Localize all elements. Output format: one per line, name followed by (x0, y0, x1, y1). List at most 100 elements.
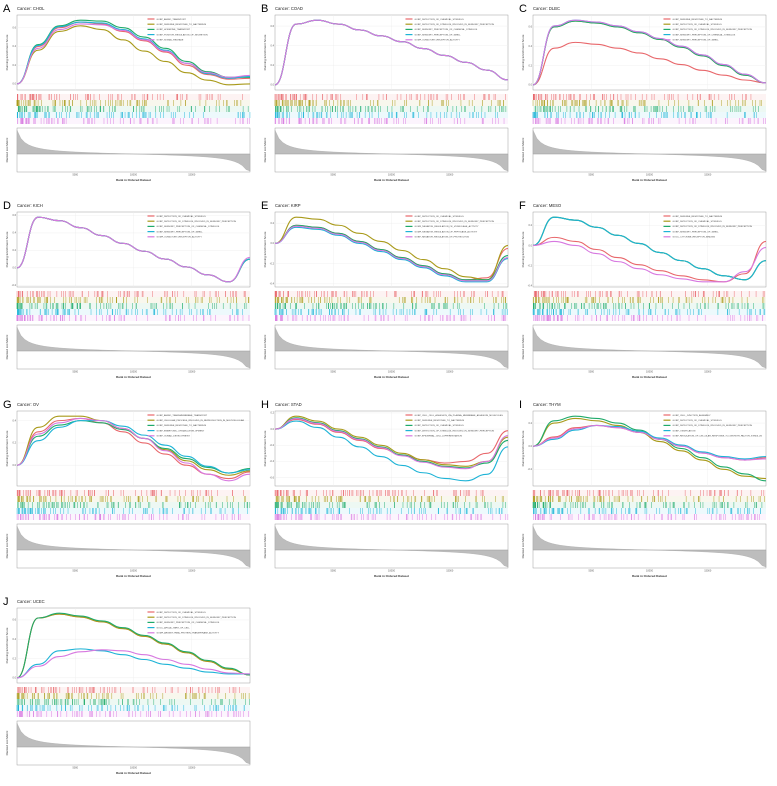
barcode-row-4 (532, 309, 766, 315)
es-curve-4 (274, 420, 509, 482)
metric-axis-title: Ranked List Metric (521, 334, 525, 359)
es-curve-2 (532, 417, 767, 480)
es-curve-2 (274, 216, 509, 281)
x-tick-label: 10000 (646, 174, 654, 177)
x-tick-label: 5000 (330, 174, 336, 177)
legend-entry: GOMF_NEGATIVE_REGULATION_OF_HYDROLASE_AC… (414, 225, 479, 228)
metric-frame (274, 324, 509, 370)
y-tick-label: 0.0 (13, 83, 17, 86)
legend-entry: GOBP_GONAD_DEVELOPMENT (156, 435, 190, 438)
es-curve-4 (16, 21, 251, 85)
x-tick-label: 15000 (188, 767, 196, 770)
x-axis-title: Rank in Ordered Dataset (116, 771, 151, 775)
es-curve-1 (532, 41, 767, 86)
x-tick-label: 15000 (188, 570, 196, 573)
es-curve-3 (16, 612, 251, 679)
legend-entry: GOBP_DETECTION_OF_STIMULUS_INVOLVED_IN_S… (672, 29, 752, 31)
legend-entry: GOBP_DEFENSE_RESPONSE_TO_BACTERIUM (156, 23, 206, 26)
barcode-row-3 (532, 502, 766, 508)
y-tick-label: 0.4 (13, 419, 17, 422)
legend-entry: GOBP_SENSORY_PERCEPTION_OF_CHEMICAL_STIM… (414, 28, 477, 31)
legend-entry: GOBP_DETECTION_OF_STIMULUS_INVOLVED_IN_S… (156, 617, 236, 619)
barcode-row-5 (275, 315, 508, 321)
gsea-plot: F Cancer: MESO 0.2 0.0 -0.2 -0.4 GOBP_DEFENSE_… (519, 200, 767, 379)
es-curve-5 (532, 424, 767, 461)
x-axis-title: Rank in Ordered Dataset (116, 375, 151, 379)
panel-f: F Cancer: MESO 0.2 0.0 -0.2 -0.4 GOBP_DEFENSE_… (516, 197, 771, 387)
x-axis-title: Rank in Ordered Dataset (116, 178, 151, 182)
es-curve-5 (274, 225, 509, 282)
panel-letter: I (519, 399, 522, 411)
x-tick-label: 15000 (704, 570, 712, 573)
es-curve-4 (532, 216, 767, 281)
y-axis-title: Running Enrichment Score (521, 231, 525, 267)
barcode-row-2 (274, 100, 508, 106)
legend-entry: GOMF_ARGINYLTRNA_PROTEIN_TRANSFERASE_ACT… (156, 632, 219, 635)
barcode-row-1 (274, 291, 508, 297)
y-axis-title: Running Enrichment Score (263, 34, 267, 70)
panel-letter: D (3, 200, 11, 212)
legend-entry: GOBP_DEFENSE_RESPONSE_TO_BACTERIUM (156, 424, 206, 427)
barcode-row-2 (16, 297, 250, 303)
legend-entry: GOBP_DETECTION_OF_CHEMICAL_STIMULUS (672, 23, 722, 26)
barcode-row-3 (533, 106, 766, 112)
y-tick-label: 0.4 (529, 45, 533, 48)
x-tick-label: 5000 (72, 570, 78, 573)
es-curve-5 (16, 417, 251, 482)
metric-axis-title: Ranked List Metric (521, 533, 525, 558)
barcode-row-1 (16, 291, 250, 297)
barcode-row-5 (274, 118, 508, 124)
barcode-row-2 (17, 496, 250, 502)
panel-letter: F (519, 200, 526, 212)
legend-entry: GOBP_SENSORY_PERCEPTION_OF_CHEMICAL_STIM… (672, 33, 735, 36)
x-tick-label: 10000 (130, 371, 138, 374)
panel-title: Cancer: CHOL (17, 6, 45, 11)
metric-frame (274, 523, 509, 569)
legend-entry: GOBP_DETECTION_OF_STIMULUS_INVOLVED_IN_S… (414, 24, 494, 26)
metric-axis-title: Ranked List Metric (5, 137, 9, 162)
panel-letter: J (3, 596, 9, 608)
x-tick-label: 5000 (330, 371, 336, 374)
y-tick-label: 0.0 (13, 267, 17, 270)
x-axis-title: Rank in Ordered Dataset (632, 574, 667, 578)
es-curve-5 (16, 216, 251, 283)
legend-entry: GOMF_NEGATIVE_REGULATION_OF_PEPTIDASE_AC… (414, 230, 477, 233)
x-tick-label: 10000 (646, 371, 654, 374)
panel-title: Cancer: COAD (275, 6, 303, 11)
y-tick-label: 0.2 (13, 249, 17, 252)
panel-title: Cancer: STAD (275, 402, 302, 407)
metric-axis-title: Ranked List Metric (263, 137, 267, 162)
x-tick-label: 10000 (130, 570, 138, 573)
barcode-row-1 (274, 490, 508, 496)
es-curve-5 (16, 649, 251, 679)
gsea-plot: H Cancer: STAD 0.2 0.0 -0.2 -0.4 -0.6 GOBP_CELL… (261, 399, 509, 578)
legend-entry: GOBP_AMINO_TRANSPORT (156, 18, 186, 21)
y-tick-label: 0.0 (271, 428, 275, 431)
y-tick-label: -0.4 (528, 285, 533, 288)
legend-entry: GOCC_APICAL_PART_OF_CELL (156, 626, 190, 629)
legend-entry: GOBP_SENSORY_PERCEPTION_OF_CHEMICAL_STIM… (156, 621, 219, 624)
x-tick-label: 10000 (388, 371, 396, 374)
panel-title: Cancer: MESO (533, 203, 562, 208)
legend-entry: GOBP_SIGNAL_RELEASE (156, 39, 183, 42)
barcode-row-5 (532, 118, 766, 124)
legend-entry: GOBP_DETECTION_OF_CHEMICAL_STIMULUS (414, 215, 464, 218)
legend-entry: GOBP_DEFENSE_RESPONSE_TO_BACTERIUM (672, 215, 722, 218)
barcode-row-5 (17, 118, 250, 124)
y-tick-label: -0.2 (12, 284, 17, 287)
legend-entry: GOBP_EMBRYONIC_ORGAN_DEVELOPMENT (156, 429, 204, 432)
gsea-plot: G Cancer: OV 0.4 0.2 0.0 GOBP_AMINO_TRANSMEMB… (3, 399, 251, 578)
x-tick-label: 5000 (72, 767, 78, 770)
y-tick-label: 0.6 (13, 26, 17, 29)
y-tick-label: -0.4 (270, 283, 275, 286)
panel-title: Cancer: DLBC (533, 6, 560, 11)
panel-title: Cancer: KIRP (275, 203, 301, 208)
x-tick-label: 5000 (72, 174, 78, 177)
y-axis-title: Running Enrichment Score (5, 430, 9, 466)
gsea-plot: C Cancer: DLBC 0.6 0.4 0.2 0.0 GOBP_DEFENSE_RE… (519, 3, 767, 182)
panel-c: C Cancer: DLBC 0.6 0.4 0.2 0.0 GOBP_DEFENSE_RE… (516, 0, 771, 190)
legend-entry: GOBP_EPIDERMAL_CELL_DIFFERENTIATION (414, 435, 462, 438)
barcode-row-1 (274, 94, 508, 100)
x-tick-label: 10000 (388, 174, 396, 177)
legend-entry: GOBP_CELL_CELL_ADHESION_VIA_PLASMA_MEMBR… (414, 414, 503, 417)
